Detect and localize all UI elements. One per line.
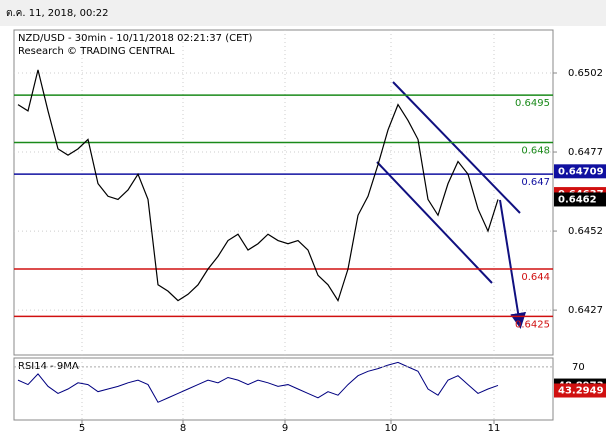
header-bar xyxy=(0,0,606,26)
x-tick-label: 9 xyxy=(282,423,288,434)
header-date: ต.ค. 11, 2018, 00:22 xyxy=(6,8,108,19)
price-panel xyxy=(13,29,554,356)
chart-subtitle: Research © TRADING CENTRAL xyxy=(18,46,175,57)
forecast-arrow xyxy=(499,199,527,329)
level-label: 0.644 xyxy=(521,272,550,283)
level-label: 0.6425 xyxy=(515,319,550,330)
level-label: 0.648 xyxy=(521,146,550,157)
x-tick-label: 8 xyxy=(180,423,186,434)
y-tick-label: 0.6427 xyxy=(568,305,603,316)
price-tag xyxy=(554,383,606,398)
x-tick-label: 5 xyxy=(79,423,85,434)
price-tag-label: 43.2949 xyxy=(558,386,604,397)
price-tag-label: 0.64709 xyxy=(558,166,604,177)
x-tick-label: 10 xyxy=(385,423,398,434)
channel-line xyxy=(392,81,521,214)
price-tag-label: 0.6462 xyxy=(558,194,597,205)
price-tag xyxy=(554,192,606,207)
channel-line xyxy=(376,161,493,284)
price-line xyxy=(17,69,499,303)
y-tick-label: 0.6452 xyxy=(568,226,603,237)
price-tag xyxy=(554,164,606,179)
level-label: 0.647 xyxy=(521,177,550,188)
level-label: 0.6495 xyxy=(515,98,550,109)
rsi-tick-label: 70 xyxy=(572,362,585,373)
x-tick-label: 11 xyxy=(488,423,501,434)
rsi-line xyxy=(17,361,499,403)
y-tick-label: 0.6477 xyxy=(568,147,603,158)
rsi-label: RSI14 - 9MA xyxy=(18,361,79,372)
chart-title: NZD/USD - 30min - 10/11/2018 02:21:37 (C… xyxy=(18,33,252,44)
rsi-panel xyxy=(13,357,554,421)
y-tick-label: 0.6502 xyxy=(568,68,603,79)
